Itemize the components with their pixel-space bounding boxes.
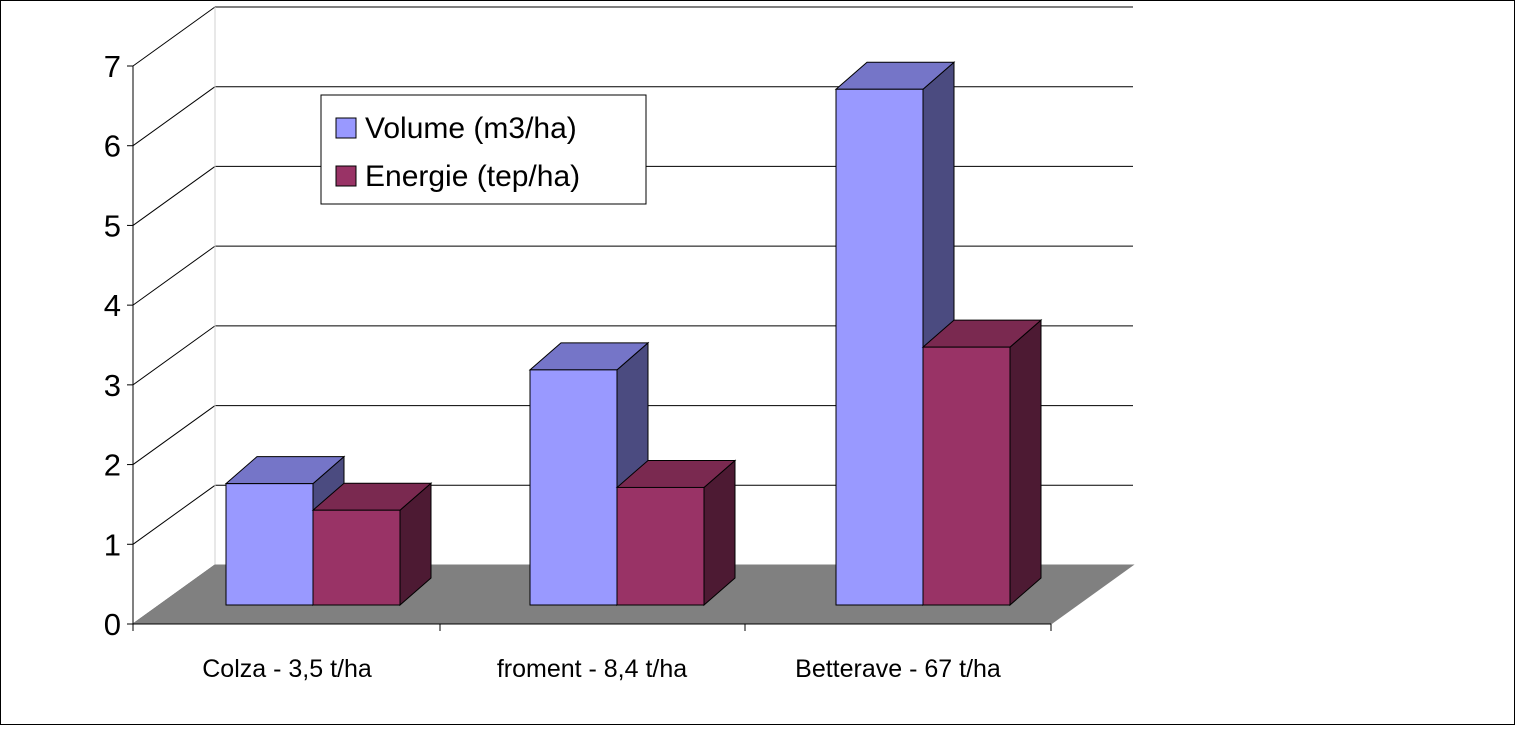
side-gridline bbox=[132, 6, 216, 67]
legend-label-energie: Energie (tep/ha) bbox=[365, 160, 580, 193]
bar-front bbox=[835, 88, 924, 606]
bar-front bbox=[529, 369, 618, 606]
side-gridline bbox=[132, 166, 216, 226]
bar bbox=[528, 341, 650, 607]
y-tick-label: 5 bbox=[104, 208, 121, 243]
legend: Volume (m3/ha) Energie (tep/ha) bbox=[320, 94, 647, 205]
y-tick-label: 4 bbox=[104, 288, 121, 323]
side-gridline bbox=[132, 325, 216, 386]
y-tick-label: 6 bbox=[104, 129, 121, 164]
x-tick-label: Betterave - 67 t/ha bbox=[795, 655, 1001, 683]
side-gridline bbox=[132, 86, 216, 147]
legend-label-volume: Volume (m3/ha) bbox=[365, 112, 577, 145]
bar bbox=[615, 459, 737, 607]
bar bbox=[311, 482, 433, 607]
y-tick-label: 3 bbox=[104, 368, 121, 403]
bar-front bbox=[225, 483, 314, 606]
legend-box bbox=[320, 94, 647, 205]
bar-front bbox=[922, 346, 1011, 606]
side-gridline bbox=[132, 405, 216, 465]
side-gridline bbox=[132, 484, 216, 545]
axis-layer: 0 1 2 3 4 5 6 7 Colza - 3,5 t/ha froment - 8,4 t/… bbox=[104, 49, 1052, 683]
legend-swatch-energie bbox=[335, 165, 357, 187]
x-tick-label: Colza - 3,5 t/ha bbox=[202, 655, 372, 683]
y-tick-label: 7 bbox=[104, 49, 121, 84]
bar-side bbox=[1009, 319, 1042, 607]
bar bbox=[921, 319, 1043, 607]
side-gridline bbox=[132, 245, 216, 306]
bar-front bbox=[312, 509, 401, 606]
y-tick-label: 1 bbox=[104, 527, 121, 562]
bars-layer bbox=[224, 61, 1043, 607]
x-tick-label: froment - 8,4 t/ha bbox=[497, 655, 687, 683]
y-tick-label: 0 bbox=[104, 607, 121, 642]
bar-front bbox=[616, 486, 705, 606]
y-tick-label: 2 bbox=[104, 448, 121, 483]
legend-swatch-volume bbox=[335, 117, 357, 139]
